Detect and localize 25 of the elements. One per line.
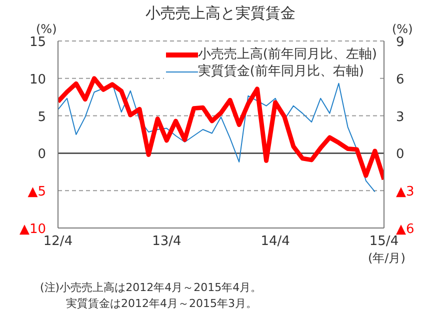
- y-tick-label: 5: [38, 110, 46, 125]
- y-tick-label: 15: [29, 35, 46, 50]
- x-axis-title: (年/月): [368, 250, 406, 267]
- x-tick-label: 14/4: [260, 234, 290, 250]
- x-tick-label: 12/4: [43, 234, 73, 250]
- y2-tick-label: 9: [396, 35, 404, 50]
- y-axis-title: (%): [36, 22, 57, 36]
- y2-tick-label: 3: [396, 110, 404, 125]
- y-tick-label: ▲5: [28, 184, 46, 200]
- text: 実質賃金は2012年4月～2015年3月。: [66, 296, 257, 311]
- y-tick-label: ▲10: [19, 222, 46, 237]
- chart-title: 小売売上高と実質賃金: [144, 4, 296, 23]
- line-series: [58, 76, 384, 182]
- legend-label: 実質賃金(前年同月比、右軸): [198, 63, 364, 80]
- legend-label: 小売売上高(前年同月比、左軸): [198, 46, 377, 63]
- y-tick-label: 10: [29, 72, 46, 88]
- x-tick-label: 15/4: [369, 234, 399, 250]
- y2-tick-label: ▲6: [396, 222, 414, 237]
- y2-axis-title: (%): [392, 22, 413, 36]
- y-tick-label: 0: [38, 147, 46, 162]
- y2-tick-label: ▲3: [396, 184, 414, 200]
- y2-tick-label: 6: [396, 72, 404, 88]
- x-tick-label: 13/4: [152, 234, 182, 250]
- y2-tick-label: 0: [396, 147, 404, 162]
- text: (注)小売売上高は2012年4月～2015年4月。: [40, 280, 262, 295]
